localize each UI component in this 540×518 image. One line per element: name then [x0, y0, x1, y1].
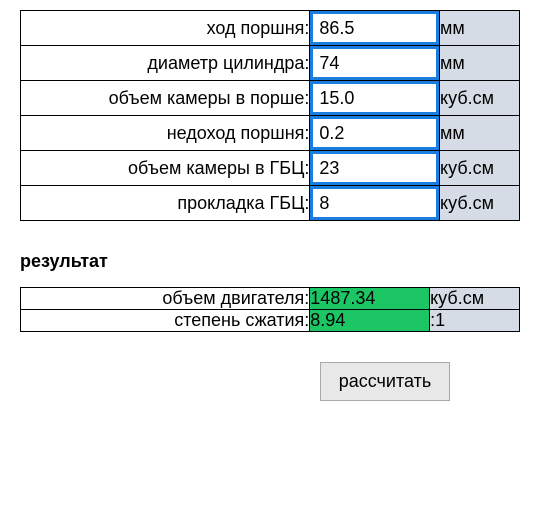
compression-ratio-value: 8.94: [310, 310, 430, 332]
input-label: прокладка ГБЦ:: [21, 186, 310, 221]
button-row: рассчитать: [20, 362, 520, 401]
input-row: объем камеры в ГБЦ: куб.см: [21, 151, 520, 186]
input-label: объем камеры в порше:: [21, 81, 310, 116]
input-unit: мм: [440, 116, 520, 151]
input-table: ход поршня: мм диаметр цилиндра: мм объе…: [20, 10, 520, 221]
result-unit: куб.см: [430, 288, 520, 310]
input-unit: куб.см: [440, 186, 520, 221]
input-cell: [310, 116, 440, 151]
piston-stroke-input[interactable]: [310, 11, 439, 45]
input-row: ход поршня: мм: [21, 11, 520, 46]
result-label: объем двигателя:: [21, 288, 310, 310]
input-row: прокладка ГБЦ: куб.см: [21, 186, 520, 221]
input-label: ход поршня:: [21, 11, 310, 46]
result-row: объем двигателя: 1487.34 куб.см: [21, 288, 520, 310]
input-cell: [310, 186, 440, 221]
result-row: степень сжатия: 8.94 :1: [21, 310, 520, 332]
input-cell: [310, 11, 440, 46]
input-unit: мм: [440, 46, 520, 81]
input-unit: куб.см: [440, 151, 520, 186]
input-row: объем камеры в порше: куб.см: [21, 81, 520, 116]
input-cell: [310, 46, 440, 81]
cylinder-diameter-input[interactable]: [310, 46, 439, 80]
result-header: результат: [20, 251, 520, 272]
result-unit: :1: [430, 310, 520, 332]
input-row: недоход поршня: мм: [21, 116, 520, 151]
engine-volume-value: 1487.34: [310, 288, 430, 310]
result-table: объем двигателя: 1487.34 куб.см степень …: [20, 287, 520, 332]
head-chamber-volume-input[interactable]: [310, 151, 439, 185]
input-unit: куб.см: [440, 81, 520, 116]
input-label: недоход поршня:: [21, 116, 310, 151]
input-label: объем камеры в ГБЦ:: [21, 151, 310, 186]
input-unit: мм: [440, 11, 520, 46]
input-row: диаметр цилиндра: мм: [21, 46, 520, 81]
input-cell: [310, 151, 440, 186]
calculate-button[interactable]: рассчитать: [320, 362, 451, 401]
result-label: степень сжатия:: [21, 310, 310, 332]
piston-chamber-volume-input[interactable]: [310, 81, 439, 115]
piston-deck-input[interactable]: [310, 116, 439, 150]
head-gasket-input[interactable]: [310, 186, 439, 220]
input-cell: [310, 81, 440, 116]
input-label: диаметр цилиндра:: [21, 46, 310, 81]
